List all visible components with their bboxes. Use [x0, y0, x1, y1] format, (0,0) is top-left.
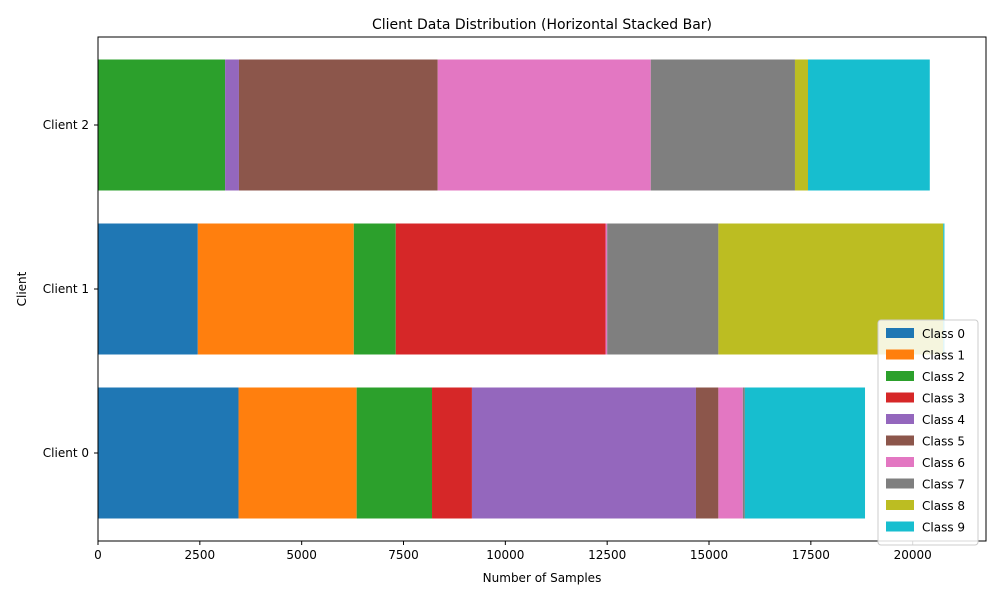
legend-swatch — [886, 500, 914, 510]
bar-segment-client2-class6 — [437, 59, 651, 191]
legend-label: Class 9 — [922, 521, 965, 535]
legend-label: Class 1 — [922, 349, 965, 363]
legend-swatch — [886, 371, 914, 381]
x-tick-label: 12500 — [588, 548, 626, 562]
bar-segment-client0-class4 — [471, 387, 696, 519]
legend-swatch — [886, 349, 914, 360]
legend-swatch — [886, 478, 914, 489]
bar-segment-client2-class4 — [225, 59, 239, 191]
bars-group — [98, 59, 945, 519]
bar-segment-client0-class0 — [98, 387, 239, 519]
bar-segment-client1-class9 — [943, 223, 945, 355]
bar-segment-client0-class3 — [432, 387, 472, 519]
legend: Class 0 Class 1 Class 2 Class 3 Class 4 Class… — [877, 319, 979, 546]
bar-segment-client2-class8 — [794, 59, 808, 191]
x-tick-label: 2500 — [185, 548, 216, 562]
chart-title: Client Data Distribution (Horizontal Sta… — [372, 17, 712, 33]
legend-label: Class 4 — [922, 413, 965, 427]
bar-segment-client2-class7 — [650, 59, 795, 191]
legend-label: Class 7 — [922, 478, 965, 492]
legend-swatch — [886, 435, 914, 446]
bar-segment-client2-class9 — [807, 59, 930, 191]
x-tick-label: 15000 — [690, 548, 728, 562]
legend-swatch — [886, 521, 914, 532]
y-axis-label: Client — [15, 271, 29, 306]
y-axis-ticks: Client 0 Client 1 Client 2 — [43, 118, 98, 460]
legend-label: Class 5 — [922, 435, 965, 449]
x-tick-label: 20000 — [894, 548, 932, 562]
legend-label: Class 0 — [922, 327, 965, 341]
bar-segment-client0-class7 — [742, 387, 745, 519]
y-tick-label: Client 2 — [43, 118, 89, 132]
x-axis-ticks: 0 2500 5000 7500 10000 12500 15000 17500 20000 — [94, 541, 932, 562]
bar-segment-client2-class2 — [98, 59, 226, 191]
legend-swatch — [886, 392, 914, 403]
bar-segment-client0-class1 — [238, 387, 357, 519]
bar-segment-client1-class3 — [395, 223, 606, 355]
bar-segment-client0-class6 — [718, 387, 743, 519]
y-tick-label: Client 0 — [43, 446, 89, 460]
x-axis-label: Number of Samples — [483, 571, 602, 585]
legend-label: Class 3 — [922, 392, 965, 406]
bar-segment-client0-class2 — [356, 387, 433, 519]
bar-segment-client1-class1 — [197, 223, 354, 355]
bar-segment-client1-class7 — [607, 223, 719, 355]
legend-label: Class 6 — [922, 456, 965, 470]
legend-label: Class 2 — [922, 370, 965, 384]
bar-segment-client2-class5 — [238, 59, 438, 191]
bar-segment-client1-class2 — [353, 223, 396, 355]
bar-segment-client1-class6 — [605, 223, 608, 355]
x-tick-label: 17500 — [792, 548, 830, 562]
x-tick-label: 10000 — [486, 548, 524, 562]
legend-swatch — [886, 328, 914, 338]
x-tick-label: 0 — [94, 548, 102, 562]
legend-label: Class 8 — [922, 499, 965, 513]
y-tick-label: Client 1 — [43, 282, 89, 296]
bar-segment-client0-class5 — [695, 387, 719, 519]
legend-swatch — [886, 457, 914, 467]
x-tick-label: 7500 — [388, 548, 419, 562]
bar-segment-client0-class9 — [744, 387, 866, 519]
legend-swatch — [886, 414, 914, 424]
x-tick-label: 5000 — [286, 548, 317, 562]
bar-segment-client1-class0 — [98, 223, 198, 355]
